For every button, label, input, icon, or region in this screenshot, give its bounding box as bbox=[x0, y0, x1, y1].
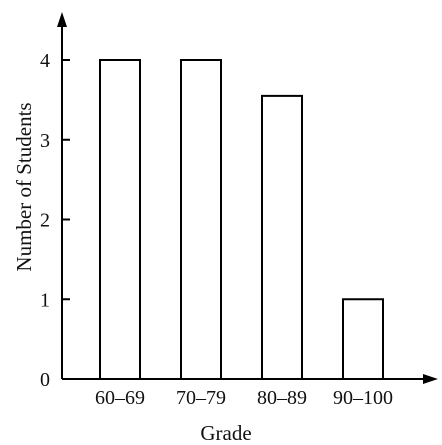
bar-60–69 bbox=[99, 59, 141, 380]
bar-90–100 bbox=[342, 298, 384, 380]
bar-80–89 bbox=[261, 94, 303, 380]
x-tick-label: 60–69 bbox=[95, 387, 145, 409]
y-tick-label: 0 bbox=[40, 369, 50, 391]
y-axis-arrowhead bbox=[57, 12, 67, 27]
x-tick-label: 90–100 bbox=[333, 387, 393, 409]
y-tick-label: 3 bbox=[40, 130, 50, 152]
y-tick-label: 1 bbox=[40, 289, 50, 311]
x-axis-title: Grade bbox=[200, 421, 251, 445]
x-axis-arrowhead bbox=[423, 374, 438, 384]
y-tick-label: 2 bbox=[40, 210, 50, 232]
y-axis-title: Number of Students bbox=[12, 102, 36, 271]
bar-70–79 bbox=[180, 59, 222, 380]
bars-group bbox=[99, 59, 384, 380]
y-tick-label: 4 bbox=[40, 50, 50, 72]
x-tick-label: 80–89 bbox=[257, 387, 307, 409]
x-tick-label: 70–79 bbox=[176, 387, 226, 409]
x-categories-group: 60–69 70–79 80–89 90–100 bbox=[95, 387, 393, 409]
y-ticks-group: 0 1 2 3 4 bbox=[40, 50, 70, 391]
